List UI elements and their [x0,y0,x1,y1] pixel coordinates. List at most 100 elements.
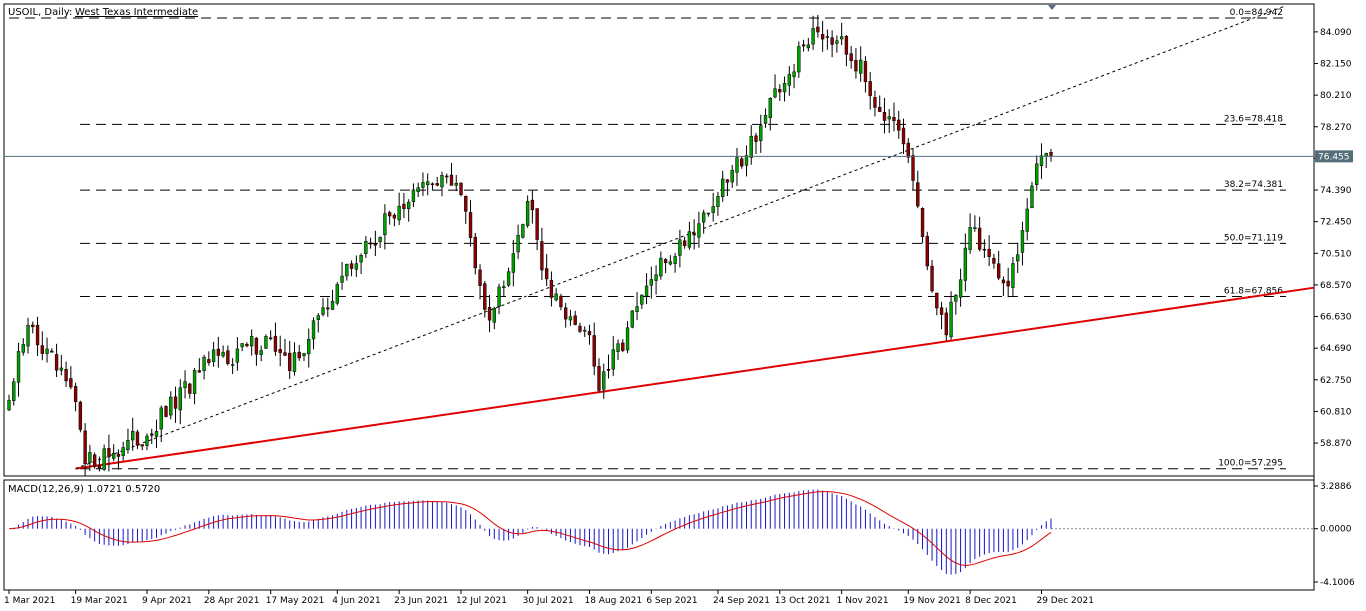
candle-body-bear [944,312,949,336]
candle-body-bear [473,236,477,269]
time-tick-label: 28 Apr 2021 [204,596,260,606]
candle [549,271,554,307]
candle [264,334,268,349]
candle-body-bear [925,236,929,267]
candle-body-bear [778,89,782,93]
candle [1030,181,1034,209]
candle-body-bear [592,335,596,367]
candle [873,90,877,117]
candle [649,266,654,299]
candle [169,391,173,420]
candle [644,273,649,305]
candle [192,367,197,405]
candle-body-bear [578,325,582,332]
candle [292,342,297,376]
candle [440,171,444,197]
time-tick-label: 4 Jun 2021 [332,596,380,606]
candle-body-bull [644,285,649,297]
candle-body-bear [92,454,97,467]
candle-body-bear [64,368,68,382]
candle [797,41,801,78]
candle-body-bull [835,40,839,44]
candle-body-bull [421,182,425,188]
candle [611,336,615,376]
candle [164,405,168,418]
candle-body-bull [235,348,240,363]
candle [150,428,154,445]
candle-body-bear [54,354,59,371]
candle-body-bull [773,88,777,98]
candle [278,335,282,367]
candle [88,444,92,472]
candle-body-bear [226,350,230,364]
candle [473,232,477,275]
candle [911,148,915,191]
candle [1044,152,1048,168]
candle-body-bull [678,239,682,256]
candle [716,191,720,216]
candle [573,310,577,326]
candle [811,15,815,50]
candle [982,239,987,258]
candle [21,338,25,356]
chart-shift-marker-icon[interactable] [1048,5,1056,10]
candle-body-bull [749,135,753,158]
candle [326,297,330,317]
candle-body-bear [587,331,592,336]
candle [868,71,872,110]
candle [468,200,473,247]
candle [621,339,625,353]
price-tick-label: 66.630 [1320,313,1352,323]
candle [930,259,934,293]
candle [373,230,378,257]
candle [131,417,135,451]
candle [996,250,1001,281]
candle-body-bull [859,59,863,74]
candle [83,423,87,476]
candle [54,343,59,378]
candle [659,251,663,280]
time-tick-label: 6 Sep 2021 [646,596,697,606]
candle-body-bear [892,117,896,122]
candle [330,289,335,311]
candle-body-bull [202,356,206,371]
candle-body-bull [506,271,511,286]
time-tick-label: 19 Mar 2021 [71,596,128,606]
candle-body-bull [611,349,615,370]
candle-body-bear [269,337,273,340]
candle-body-bear [996,263,1001,279]
candle [835,35,839,53]
candle [977,216,982,252]
candle-body-bull [554,293,558,301]
candle-body-bull [649,279,654,286]
candle-body-bull [111,452,116,459]
candle-body-bull [126,439,130,450]
candle [678,229,682,268]
candle-body-bear [297,351,301,359]
candle-body-bull [635,306,639,313]
candle [525,195,530,228]
candle-body-bull [1039,155,1044,166]
candle [207,351,211,366]
candle [602,363,606,399]
candle-body-bull [359,254,363,263]
candle [359,253,363,274]
candle-body-bear [135,431,140,446]
candle [820,20,825,52]
candle [958,268,963,307]
candle-body-bull [21,344,25,353]
candle-body-bear [164,406,168,417]
candle [830,30,834,58]
candle-body-bear [621,342,625,351]
candle-body-bear [97,465,102,469]
candle [297,344,301,361]
candle-body-bull [525,201,530,226]
candle-body-bull [145,435,149,446]
candle-body-bear [992,257,996,264]
candle [64,361,68,388]
candle [7,394,11,412]
candle [782,76,787,102]
candle [421,172,425,196]
candle [73,382,78,412]
